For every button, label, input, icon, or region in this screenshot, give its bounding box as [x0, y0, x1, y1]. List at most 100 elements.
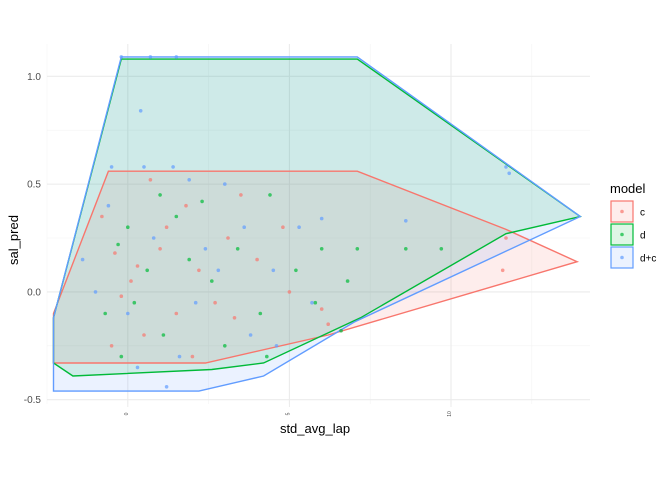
legend-key-point — [620, 255, 624, 260]
y-axis-ticks: -0.5 0.0 0.5 1.0 — [24, 72, 42, 406]
data-point-c — [232, 316, 237, 320]
data-point-d+c — [242, 225, 246, 229]
data-point-c — [109, 344, 114, 348]
data-point-c — [287, 290, 292, 294]
legend-label: d+c — [640, 254, 656, 265]
data-point-d+c — [80, 257, 85, 262]
data-point-d+c — [310, 300, 314, 305]
data-point-d — [439, 247, 444, 251]
data-point-c — [174, 311, 179, 316]
data-point-d — [294, 268, 298, 273]
data-point-d — [313, 300, 318, 305]
hull-outline-d — [52, 58, 582, 377]
data-point-d — [319, 247, 324, 251]
data-point-d+c — [109, 165, 114, 169]
data-point-d+c — [174, 55, 179, 59]
legend-key-point — [620, 209, 624, 214]
data-point-c — [113, 251, 117, 255]
hull-outline-d+c — [52, 56, 582, 392]
data-point-c — [158, 247, 162, 251]
x-tick-label: 10 — [447, 411, 453, 417]
data-point-d+c — [126, 311, 130, 316]
data-point-c — [164, 225, 169, 229]
data-point-c — [119, 294, 124, 299]
data-point-c — [504, 236, 508, 240]
data-point-d+c — [319, 216, 324, 221]
hull-fill-c — [53, 171, 578, 363]
data-point-c — [213, 300, 217, 305]
hull-outline-c — [52, 170, 580, 364]
data-point-d+c — [148, 55, 153, 59]
legend-item-d-c: d+c — [610, 246, 656, 269]
data-point-d — [200, 199, 204, 204]
data-point-d+c — [507, 171, 512, 176]
data-point-d — [339, 328, 343, 333]
legend: model c d d+c — [610, 181, 656, 269]
data-point-d+c — [106, 203, 111, 208]
data-point-c — [184, 203, 188, 208]
data-point-d — [258, 311, 263, 316]
data-point-d+c — [142, 165, 146, 169]
data-point-d — [235, 247, 240, 251]
data-point-d+c — [187, 178, 191, 182]
data-point-d — [161, 333, 166, 337]
data-point-d — [223, 344, 227, 348]
legend-label: c — [640, 208, 645, 219]
data-point-d — [126, 225, 130, 229]
legend-title: model — [610, 181, 646, 196]
x-axis-ticks: 0 5 10 — [124, 404, 453, 417]
data-point-d — [116, 242, 120, 247]
data-point-d — [132, 300, 137, 305]
data-point-d+c — [119, 55, 124, 59]
data-point-d — [404, 247, 408, 251]
data-point-d+c — [93, 290, 98, 294]
data-point-c — [142, 333, 146, 337]
legend-label: d — [640, 231, 646, 242]
data-point-c — [100, 214, 104, 219]
data-points — [80, 55, 512, 389]
data-point-d+c — [504, 165, 508, 169]
legend-key-point — [620, 232, 624, 237]
data-point-d+c — [248, 333, 253, 337]
y-tick-label: 0.5 — [27, 180, 41, 191]
data-point-c — [319, 307, 324, 311]
data-point-d — [158, 193, 162, 197]
data-point-d — [187, 257, 191, 262]
data-point-d — [265, 354, 269, 359]
data-point-d+c — [223, 182, 227, 186]
data-point-d+c — [297, 225, 301, 229]
data-point-d+c — [151, 236, 156, 240]
data-point-d+c — [138, 109, 143, 113]
data-point-d — [103, 311, 107, 316]
data-point-d+c — [274, 344, 279, 348]
data-point-c — [281, 225, 285, 229]
data-point-d — [174, 214, 179, 219]
data-point-d+c — [164, 385, 169, 389]
data-point-d+c — [404, 219, 408, 223]
y-tick-label: 0.0 — [27, 287, 41, 298]
data-point-c — [226, 236, 230, 240]
data-point-c — [197, 268, 201, 273]
data-point-d+c — [177, 354, 182, 359]
data-point-c — [148, 178, 153, 182]
y-tick-label: -0.5 — [24, 395, 42, 406]
data-point-c — [239, 193, 243, 197]
data-point-d+c — [193, 300, 198, 305]
data-point-d+c — [216, 268, 221, 273]
minor-gridlines — [46, 44, 590, 404]
data-point-d+c — [135, 365, 140, 370]
data-point-c — [326, 322, 331, 327]
data-point-d — [210, 279, 214, 283]
x-axis-label: std_avg_lap — [280, 421, 350, 436]
y-tick-label: 1.0 — [27, 72, 41, 83]
data-point-d+c — [203, 247, 208, 251]
major-gridlines — [47, 44, 590, 404]
x-tick-label: 0 — [124, 412, 130, 415]
hull-polygons — [52, 56, 582, 392]
data-point-d — [355, 247, 360, 251]
data-point-d — [119, 354, 124, 359]
x-tick-label: 5 — [285, 412, 291, 415]
data-point-c — [135, 264, 140, 268]
